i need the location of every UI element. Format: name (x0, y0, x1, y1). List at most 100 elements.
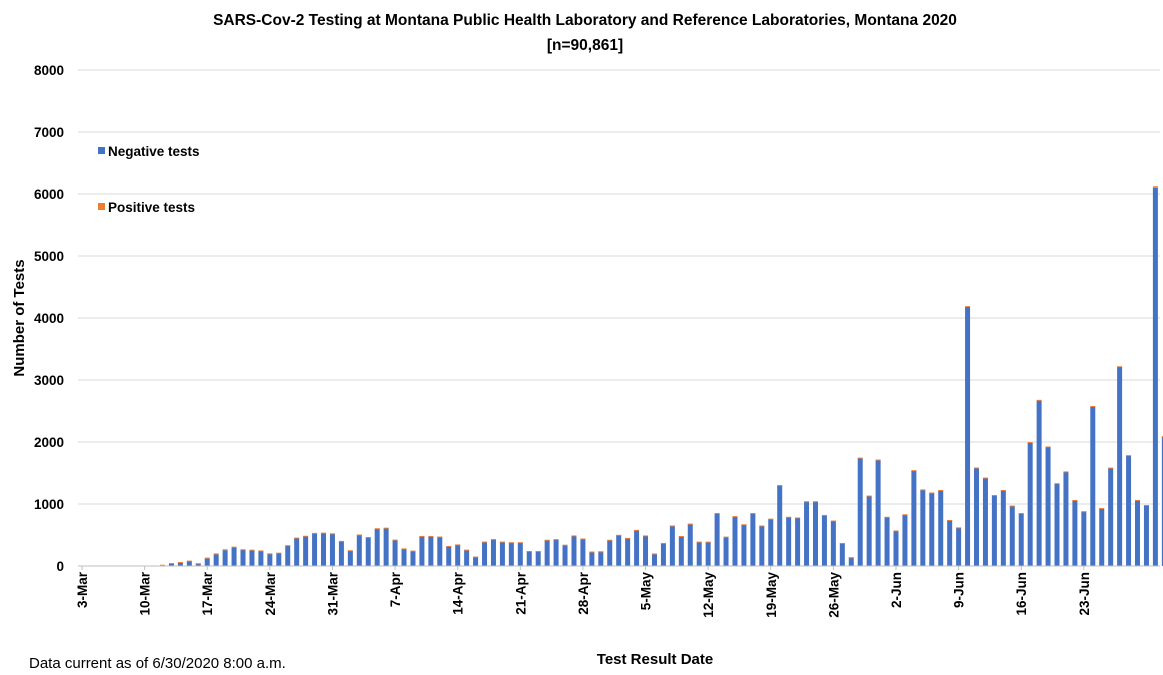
bar-positive-tests (168, 563, 174, 565)
bar-negative-tests (1027, 442, 1033, 566)
bar-negative-tests (920, 489, 926, 566)
x-axis: 3-Mar 10-Mar 17-Mar 24-Mar 31-Mar 7-Apr 14-Apr… (75, 565, 1160, 618)
bar-negative-tests (1152, 187, 1158, 567)
x-tick-label: 28-Apr (576, 571, 591, 615)
bar-positive-tests (947, 519, 953, 521)
bar-negative-tests (240, 549, 246, 566)
bar-negative-tests (276, 552, 282, 566)
bar-negative-tests (1036, 400, 1042, 566)
bar-positive-tests (625, 537, 631, 539)
y-tick-label: 7000 (34, 125, 64, 140)
bar-negative-tests (329, 533, 335, 566)
bar-negative-tests (473, 556, 479, 566)
bar-positive-tests (410, 550, 416, 552)
bar-negative-tests (428, 536, 434, 566)
bar-negative-tests (571, 535, 577, 566)
bar-negative-tests (285, 545, 291, 566)
bar-positive-tests (920, 489, 926, 491)
bar-positive-tests (902, 514, 908, 516)
bar-positive-tests (1108, 467, 1114, 469)
bar-positive-tests (1072, 499, 1078, 501)
bar-positive-tests (723, 536, 729, 538)
bar-negative-tests (1108, 468, 1114, 566)
bar-positive-tests (571, 535, 577, 537)
x-tick-label: 14-Apr (451, 571, 466, 615)
bar-positive-tests (177, 561, 183, 563)
bar-positive-tests (589, 551, 595, 553)
bar-positive-tests (258, 550, 264, 552)
bar-negative-tests (848, 557, 854, 566)
bar-positive-tests (222, 549, 228, 551)
bar-negative-tests (1072, 500, 1078, 566)
bar-negative-tests (607, 539, 613, 566)
bar-negative-tests (768, 518, 774, 566)
bar-negative-tests (204, 558, 210, 566)
bar-negative-tests (231, 547, 237, 566)
bar-positive-tests (437, 536, 443, 538)
bar-positive-tests (777, 485, 783, 487)
bar-negative-tests (410, 550, 416, 566)
chart-subtitle: [n=90,861] (547, 37, 623, 54)
bar-positive-tests (231, 546, 237, 548)
bar-positive-tests (705, 541, 711, 543)
bar-positive-tests (759, 525, 765, 527)
bar-positive-tests (741, 524, 747, 526)
bar-positive-tests (768, 518, 774, 520)
bar-negative-tests (759, 525, 765, 566)
bar-negative-tests (938, 490, 944, 566)
bar-negative-tests (589, 551, 595, 566)
bar-negative-tests (991, 495, 997, 566)
bar-positive-tests (356, 534, 362, 536)
x-tick-label: 16-Jun (1014, 572, 1029, 616)
y-axis-ticks: 0 1000 2000 3000 4000 5000 6000 7000 8000 (34, 63, 64, 574)
bar-positive-tests (929, 492, 935, 494)
bar-negative-tests (1143, 505, 1149, 566)
bar-negative-tests (911, 470, 917, 566)
bar-negative-tests (249, 550, 255, 566)
bar-positive-tests (526, 551, 532, 552)
bar-negative-tests (374, 528, 380, 566)
bar-positive-tests (812, 501, 818, 503)
bar-positive-tests (651, 553, 657, 555)
bar-negative-tests (956, 527, 962, 566)
bar-negative-tests (177, 562, 183, 566)
bar-positive-tests (490, 539, 496, 541)
y-tick-label: 3000 (34, 373, 64, 388)
bar-positive-tests (446, 545, 452, 547)
bar-negative-tests (929, 492, 935, 566)
bar-positive-tests (482, 541, 488, 543)
bar-negative-tests (723, 536, 729, 566)
bar-negative-tests (1090, 406, 1096, 566)
bar-negative-tests (1054, 483, 1060, 566)
y-axis-title: Number of Tests (11, 259, 28, 376)
bar-positive-tests (911, 470, 917, 472)
bar-positive-tests (1081, 511, 1087, 513)
x-tick-label: 23-Jun (1077, 572, 1092, 616)
y-tick-label: 8000 (34, 63, 64, 78)
legend-label-positive: Positive tests (108, 200, 195, 215)
bar-positive-tests (374, 528, 380, 530)
bar-negative-tests (580, 538, 586, 566)
bar-negative-tests (392, 539, 398, 566)
bar-negative-tests (347, 550, 353, 566)
bar-negative-tests (795, 517, 801, 566)
bar-negative-tests (517, 542, 523, 566)
bar-positive-tests (982, 477, 988, 479)
bar-positive-tests (186, 560, 192, 562)
y-tick-label: 6000 (34, 187, 64, 202)
gridlines (78, 69, 1160, 567)
x-tick-label: 24-Mar (263, 571, 278, 615)
chart-title: SARS-Cov-2 Testing at Montana Public Hea… (213, 12, 957, 29)
bar-negative-tests (222, 550, 228, 566)
bar-positive-tests (419, 535, 425, 537)
bar-positive-tests (848, 557, 854, 559)
bar-negative-tests (401, 548, 407, 566)
bar-negative-tests (696, 541, 702, 566)
bar-positive-tests (1161, 436, 1163, 438)
y-tick-label: 4000 (34, 311, 64, 326)
bar-negative-tests (821, 515, 827, 566)
bar-positive-tests (616, 534, 622, 536)
bar-positive-tests (562, 544, 568, 546)
x-tick-label: 9-Jun (952, 572, 967, 608)
bar-negative-tests (365, 537, 371, 566)
